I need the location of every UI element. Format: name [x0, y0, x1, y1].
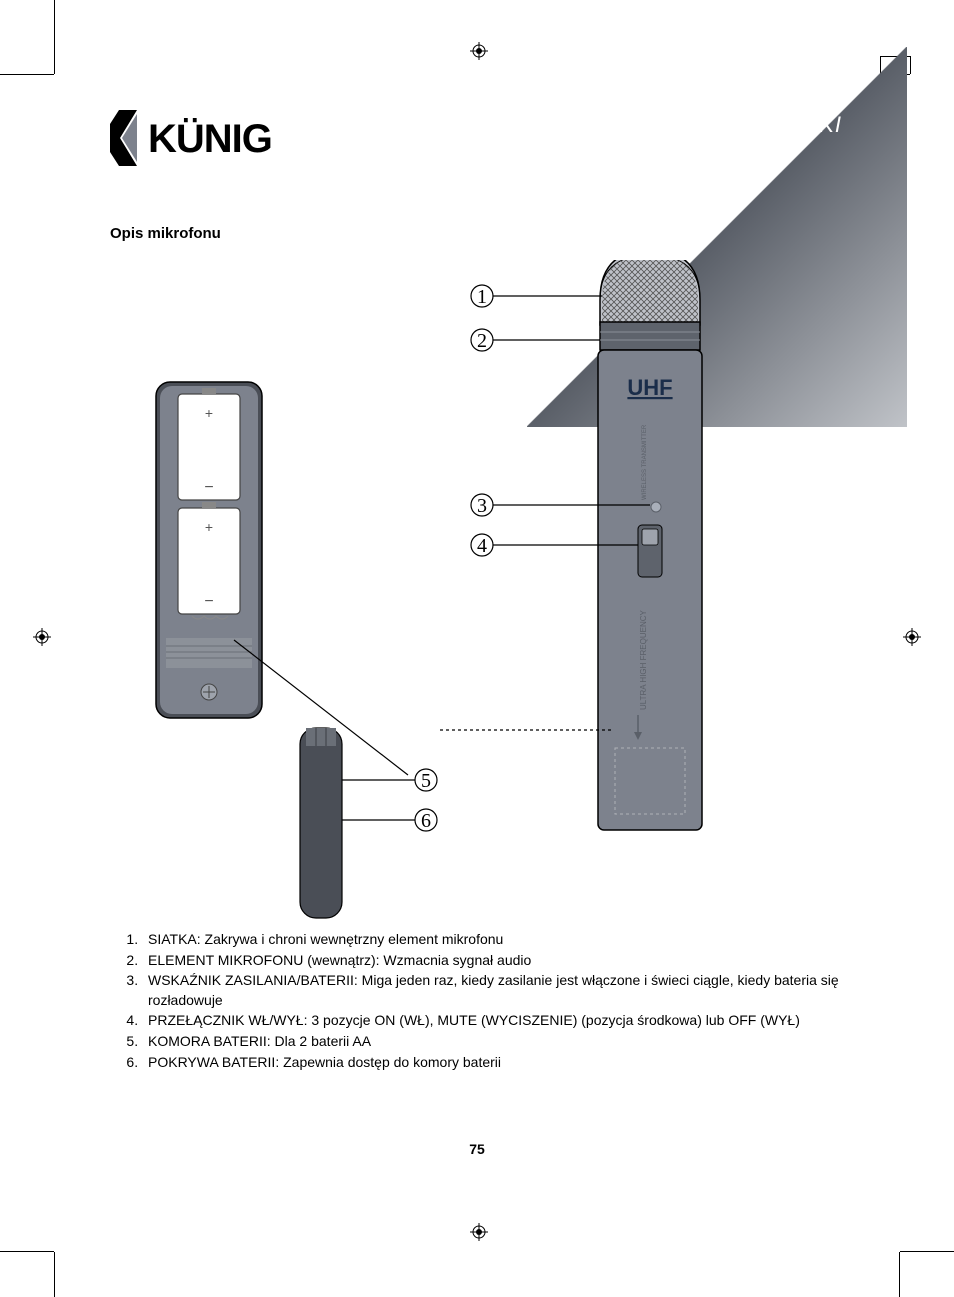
svg-text:ULTRA HIGH FREQUENCY: ULTRA HIGH FREQUENCY: [639, 609, 648, 710]
microphone-diagram: UHF WIRELESS TRANSMITTER ULTRA HIGH FREQ…: [110, 260, 840, 920]
legend-item: ELEMENT MIKROFONU (wewnątrz): Wzmacnia s…: [142, 951, 840, 971]
brand-logo: KÜNIG: [110, 110, 334, 171]
svg-text:−: −: [204, 479, 213, 496]
legend-item: KOMORA BATERII: Dla 2 baterii AA: [142, 1032, 840, 1052]
svg-text:3: 3: [477, 495, 487, 517]
registration-mark-icon: [903, 628, 921, 646]
section-title: Opis mikrofonu: [110, 225, 221, 242]
page-number: 75: [0, 1141, 954, 1157]
svg-text:1: 1: [477, 286, 487, 308]
crop-mark: [910, 56, 911, 74]
language-label: POLSKI: [757, 112, 842, 138]
svg-text:WIRELESS TRANSMITTER: WIRELESS TRANSMITTER: [642, 424, 648, 500]
registration-mark-icon: [33, 628, 51, 646]
svg-text:5: 5: [421, 770, 431, 792]
crop-mark: [900, 1251, 954, 1252]
registration-mark-icon: [470, 42, 488, 60]
svg-text:4: 4: [477, 535, 487, 557]
legend-item: WSKAŹNIK ZASILANIA/BATERII: Miga jeden r…: [142, 971, 840, 1010]
crop-mark: [54, 1252, 55, 1297]
svg-text:UHF: UHF: [627, 375, 672, 400]
crop-mark: [0, 1251, 54, 1252]
crop-mark: [0, 74, 54, 75]
legend-list: SIATKA: Zakrywa i chroni wewnętrzny elem…: [110, 930, 840, 1073]
svg-text:6: 6: [421, 810, 431, 832]
legend-item: POKRYWA BATERII: Zapewnia dostęp do komo…: [142, 1053, 840, 1073]
svg-text:−: −: [204, 593, 213, 610]
svg-text:KÜNIG: KÜNIG: [148, 116, 272, 161]
svg-text:+: +: [205, 405, 213, 421]
svg-text:+: +: [205, 519, 213, 535]
crop-mark: [54, 0, 55, 74]
svg-text:2: 2: [477, 330, 487, 352]
legend-item: PRZEŁĄCZNIK WŁ/WYŁ: 3 pozycje ON (WŁ), M…: [142, 1011, 840, 1031]
registration-mark-icon: [470, 1223, 488, 1241]
crop-mark: [899, 1252, 900, 1297]
legend-item: SIATKA: Zakrywa i chroni wewnętrzny elem…: [142, 930, 840, 950]
